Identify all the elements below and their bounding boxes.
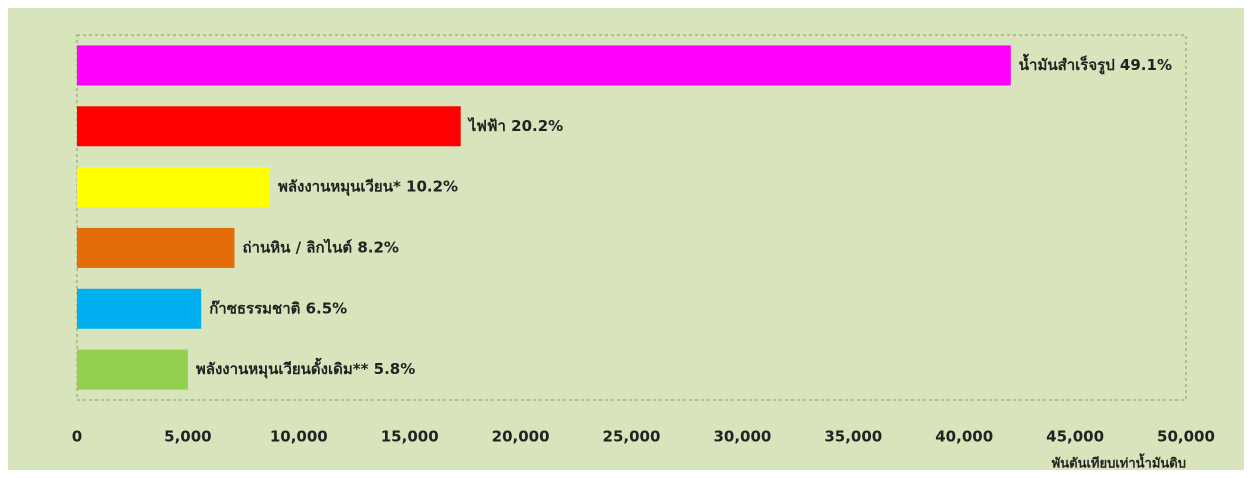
plot-border bbox=[76, 34, 1187, 401]
bar bbox=[77, 45, 1011, 86]
x-tick-label: 35,000 bbox=[824, 428, 882, 446]
bar-label: น้ำมันสำเร็จรูป 49.1% bbox=[1019, 53, 1172, 75]
bar bbox=[77, 167, 270, 208]
x-tick-label: 50,000 bbox=[1157, 428, 1215, 446]
bar-label: พลังงานหมุนเวียน* 10.2% bbox=[278, 178, 458, 197]
x-tick-label: 20,000 bbox=[492, 428, 550, 446]
x-tick-label: 25,000 bbox=[603, 428, 661, 446]
x-tick-label: 5,000 bbox=[164, 428, 211, 446]
x-tick-label: 30,000 bbox=[713, 428, 771, 446]
x-tick-label: 10,000 bbox=[270, 428, 328, 446]
bar-label: ไฟฟ้า 20.2% bbox=[467, 116, 563, 135]
x-tick-label: 0 bbox=[72, 428, 82, 446]
x-tick-label: 15,000 bbox=[381, 428, 439, 446]
bar-label: ถ่านหิน / ลิกไนต์ 8.2% bbox=[242, 237, 398, 256]
bar-label: ก๊าซธรรมชาติ 6.5% bbox=[209, 299, 347, 317]
bar bbox=[77, 106, 461, 147]
bar bbox=[77, 227, 235, 268]
bar-label: พลังงานหมุนเวียนดั้งเดิม** 5.8% bbox=[196, 357, 415, 379]
bar bbox=[77, 349, 188, 390]
x-axis-title: พันตันเทียบเท่าน้ำมันดิบ bbox=[1052, 453, 1186, 472]
x-tick-label: 40,000 bbox=[935, 428, 993, 446]
bar bbox=[77, 288, 202, 329]
x-tick-label: 45,000 bbox=[1046, 428, 1104, 446]
